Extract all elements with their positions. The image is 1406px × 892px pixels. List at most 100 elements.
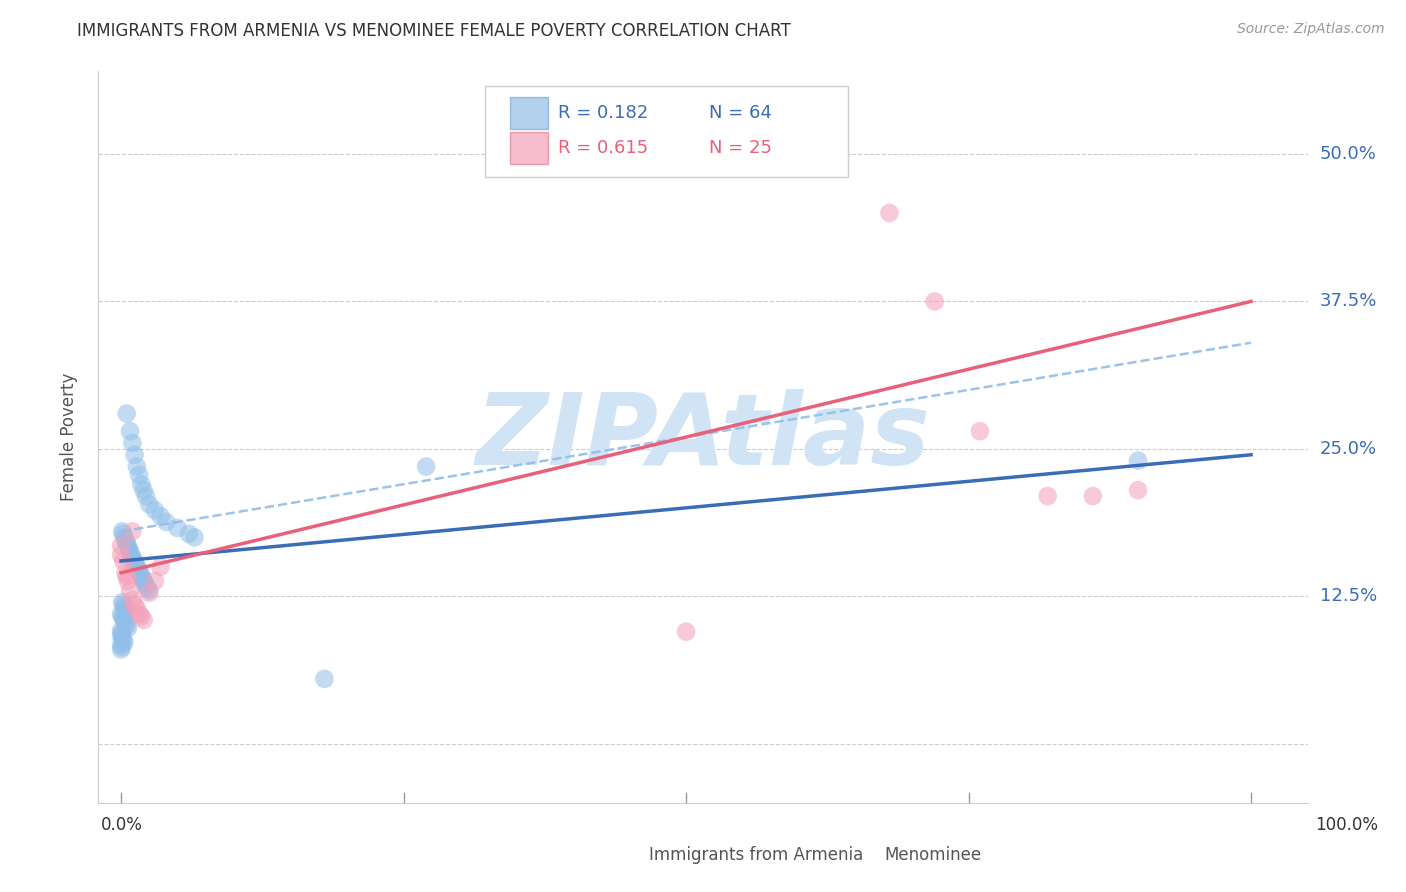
Point — [969, 424, 991, 438]
Point — [111, 640, 134, 654]
Point — [879, 206, 901, 220]
Point — [118, 542, 141, 557]
Point — [1126, 483, 1149, 498]
Text: R = 0.182: R = 0.182 — [558, 104, 648, 122]
Point — [138, 583, 160, 598]
Point — [120, 424, 142, 438]
Point — [143, 574, 166, 588]
Point — [117, 574, 139, 588]
Point — [127, 562, 149, 576]
Text: 50.0%: 50.0% — [1320, 145, 1376, 163]
FancyBboxPatch shape — [485, 86, 848, 178]
Point — [131, 609, 153, 624]
Point — [124, 448, 146, 462]
Point — [124, 555, 146, 569]
Point — [149, 559, 172, 574]
Text: Menominee: Menominee — [884, 847, 981, 864]
Circle shape — [855, 848, 879, 863]
Point — [136, 581, 159, 595]
Point — [125, 558, 148, 572]
Point — [112, 554, 135, 568]
Point — [1081, 489, 1104, 503]
Text: 100.0%: 100.0% — [1315, 816, 1378, 834]
Point — [114, 533, 136, 548]
Point — [114, 566, 136, 580]
Point — [149, 509, 172, 524]
Point — [129, 566, 152, 581]
Point — [112, 635, 135, 649]
Text: 12.5%: 12.5% — [1320, 587, 1376, 606]
Point — [143, 503, 166, 517]
Point — [177, 526, 200, 541]
Point — [117, 621, 139, 635]
Text: Source: ZipAtlas.com: Source: ZipAtlas.com — [1237, 22, 1385, 37]
Point — [415, 459, 437, 474]
Point — [128, 607, 150, 621]
Point — [110, 607, 132, 621]
Point — [112, 598, 135, 612]
Point — [138, 497, 160, 511]
Point — [128, 565, 150, 579]
Point — [125, 459, 148, 474]
Point — [121, 524, 143, 539]
Point — [1036, 489, 1059, 503]
Point — [125, 559, 148, 574]
Text: ZIPAtlas: ZIPAtlas — [475, 389, 931, 485]
Y-axis label: Female Poverty: Female Poverty — [59, 373, 77, 501]
Point — [122, 553, 145, 567]
Point — [135, 579, 157, 593]
Point — [111, 626, 134, 640]
Point — [128, 467, 150, 482]
Point — [111, 595, 134, 609]
Point — [810, 141, 832, 155]
FancyBboxPatch shape — [509, 97, 548, 129]
Point — [112, 614, 135, 628]
Point — [112, 599, 135, 614]
Point — [155, 515, 177, 529]
Point — [110, 624, 132, 638]
Point — [121, 550, 143, 565]
Point — [112, 526, 135, 541]
Point — [132, 483, 155, 498]
Point — [115, 407, 138, 421]
Point — [111, 609, 134, 624]
Text: IMMIGRANTS FROM ARMENIA VS MENOMINEE FEMALE POVERTY CORRELATION CHART: IMMIGRANTS FROM ARMENIA VS MENOMINEE FEM… — [77, 22, 792, 40]
Text: 37.5%: 37.5% — [1320, 293, 1376, 310]
Point — [675, 624, 697, 639]
Point — [924, 294, 946, 309]
FancyBboxPatch shape — [509, 132, 548, 164]
Text: N = 25: N = 25 — [709, 139, 772, 157]
Point — [183, 530, 205, 544]
Point — [121, 593, 143, 607]
Point — [138, 586, 160, 600]
Text: Immigrants from Armenia: Immigrants from Armenia — [648, 847, 863, 864]
Point — [117, 539, 139, 553]
Circle shape — [619, 848, 643, 863]
Point — [1126, 453, 1149, 467]
Point — [115, 605, 138, 619]
Point — [114, 616, 136, 631]
Point — [135, 489, 157, 503]
Point — [120, 544, 142, 558]
Point — [115, 536, 138, 550]
Point — [134, 576, 156, 591]
Point — [314, 672, 336, 686]
Text: 0.0%: 0.0% — [101, 816, 143, 834]
Point — [120, 583, 142, 598]
Point — [112, 632, 135, 647]
Point — [125, 601, 148, 615]
Point — [110, 548, 132, 562]
Text: R = 0.615: R = 0.615 — [558, 139, 648, 157]
Point — [131, 569, 153, 583]
Point — [111, 524, 134, 539]
Point — [131, 572, 153, 586]
Point — [124, 598, 146, 612]
Point — [166, 521, 188, 535]
Point — [121, 436, 143, 450]
Point — [120, 548, 142, 562]
Point — [112, 530, 135, 544]
Point — [111, 631, 134, 645]
Point — [132, 574, 155, 588]
Point — [110, 638, 132, 652]
Text: 25.0%: 25.0% — [1320, 440, 1376, 458]
